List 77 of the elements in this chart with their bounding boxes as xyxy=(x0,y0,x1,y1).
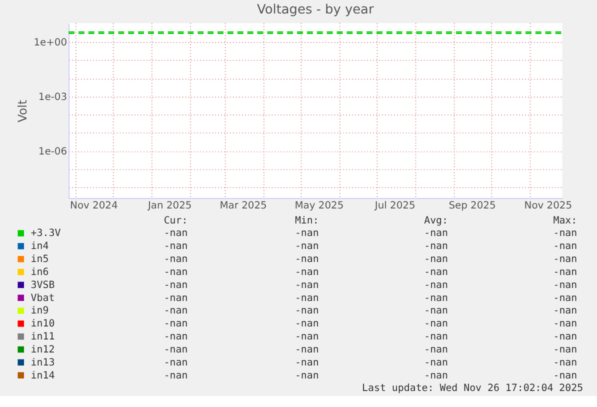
text: -nan xyxy=(424,344,448,356)
x-tick-label: Sep 2025 xyxy=(448,200,496,212)
x-tick-label: May 2025 xyxy=(294,200,344,212)
text: -nan xyxy=(164,332,188,343)
text: -nan xyxy=(294,332,319,343)
text: -nan xyxy=(294,241,319,252)
text: -nan xyxy=(294,370,319,382)
text: -nan xyxy=(553,332,578,343)
text: -nan xyxy=(424,280,448,291)
text: -nan xyxy=(424,241,448,252)
legend-label: 3VSB xyxy=(30,280,55,291)
text: -nan xyxy=(424,228,448,240)
legend-label: in9 xyxy=(30,306,49,317)
y-tick-label: 1e-06 xyxy=(38,146,68,158)
text: -nan xyxy=(294,318,319,330)
text: -nan xyxy=(164,292,188,304)
text: -nan xyxy=(164,254,188,266)
text: -nan xyxy=(164,306,188,317)
legend-label: in12 xyxy=(30,344,55,356)
text: -nan xyxy=(164,318,188,330)
y-tick-label: 1e+00 xyxy=(34,38,68,49)
text: -nan xyxy=(294,292,319,304)
text: -nan xyxy=(294,357,319,368)
text: -nan xyxy=(164,370,188,382)
text: -nan xyxy=(164,266,188,278)
text: -nan xyxy=(553,266,578,278)
text: -nan xyxy=(164,280,188,291)
text: -nan xyxy=(294,306,319,317)
x-tick-label: Jan 2025 xyxy=(146,200,192,212)
text: -nan xyxy=(424,332,448,343)
x-tick-label: Jul 2025 xyxy=(374,200,416,212)
text: -nan xyxy=(424,254,448,266)
legend-label: in6 xyxy=(30,266,49,278)
legend-label: in10 xyxy=(30,318,55,330)
text: -nan xyxy=(553,254,578,266)
text: -nan xyxy=(553,228,578,240)
legend-label: Vbat xyxy=(30,292,55,304)
text: -nan xyxy=(553,318,578,330)
text: -nan xyxy=(553,370,578,382)
text: -nan xyxy=(164,241,188,252)
text: Last update: Wed Nov 26 17:02:04 2025 xyxy=(362,383,584,394)
text: -nan xyxy=(553,306,578,317)
text: -nan xyxy=(294,228,319,240)
text: -nan xyxy=(553,344,578,356)
text: Max: xyxy=(553,215,578,226)
text: Cur: xyxy=(164,215,188,226)
text: -nan xyxy=(294,254,319,266)
x-tick-label: Mar 2025 xyxy=(220,200,267,212)
text: -nan xyxy=(164,228,188,240)
legend-label: +3.3V xyxy=(30,228,61,240)
text: -nan xyxy=(424,306,448,317)
text: -nan xyxy=(294,280,319,291)
text: -nan xyxy=(164,344,188,356)
legend-label: in5 xyxy=(30,254,49,266)
x-tick-label: Nov 2024 xyxy=(70,200,118,212)
text: -nan xyxy=(424,357,448,368)
text: -nan xyxy=(424,292,448,304)
y-axis-title: Volt xyxy=(16,100,30,122)
text: -nan xyxy=(164,357,188,368)
text: -nan xyxy=(553,292,578,304)
text: -nan xyxy=(294,266,319,278)
y-tick-label: 1e-03 xyxy=(38,92,68,104)
legend-label: in11 xyxy=(30,332,55,343)
text: -nan xyxy=(553,357,578,368)
text: Avg: xyxy=(424,215,448,226)
text: Min: xyxy=(294,215,319,226)
x-tick-label: Nov 2025 xyxy=(524,200,572,212)
text: -nan xyxy=(294,344,319,356)
text: -nan xyxy=(424,318,448,330)
text: -nan xyxy=(553,280,578,291)
chart-title: Voltages - by year xyxy=(257,2,374,18)
text: -nan xyxy=(424,370,448,382)
legend-label: in13 xyxy=(30,357,55,368)
legend-label: in4 xyxy=(30,241,49,252)
legend-label: in14 xyxy=(30,370,55,382)
text: -nan xyxy=(424,266,448,278)
text: -nan xyxy=(553,241,578,252)
